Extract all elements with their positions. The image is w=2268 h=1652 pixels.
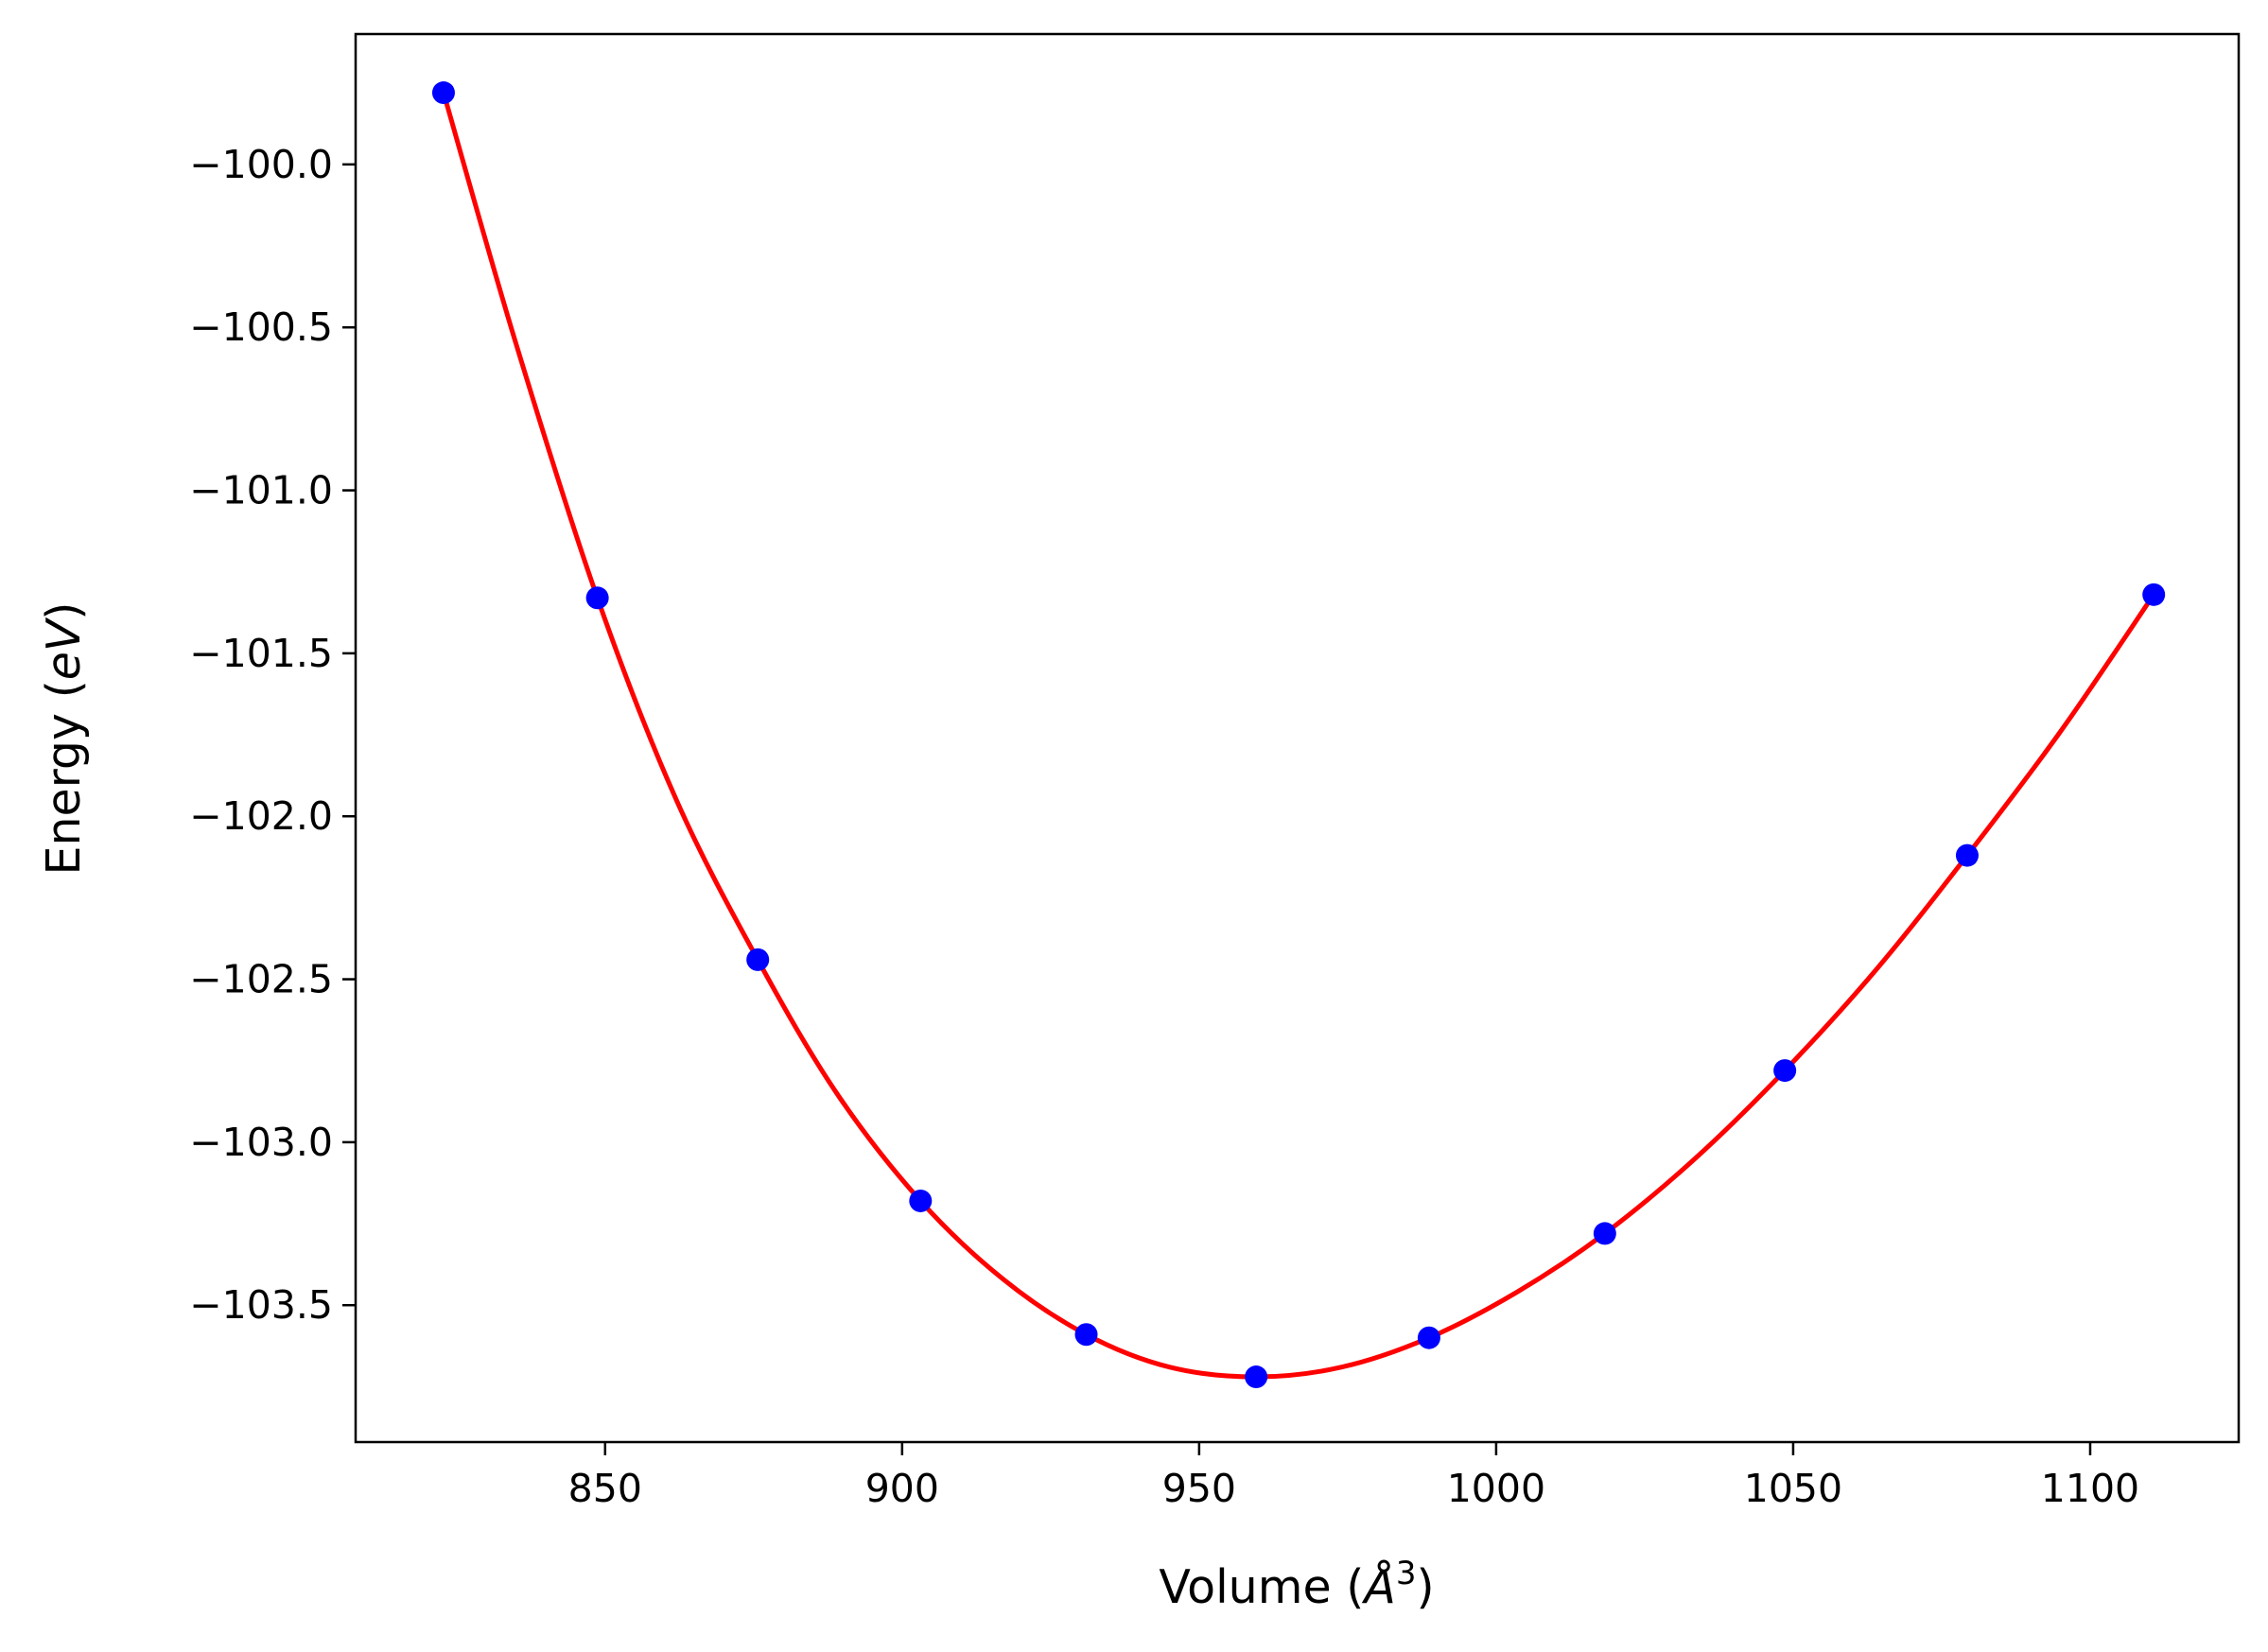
x-tick-label: 1050 xyxy=(1744,1466,1842,1511)
x-tick-label: 900 xyxy=(865,1466,939,1511)
x-axis-title-exponent: 3 xyxy=(1396,1555,1417,1592)
x-tick-label: 850 xyxy=(568,1466,642,1511)
data-point xyxy=(1593,1222,1616,1245)
y-tick-label: −100.5 xyxy=(189,304,333,350)
y-tick-label: −103.5 xyxy=(189,1282,333,1328)
x-axis-title-prefix: Volume ( xyxy=(1159,1560,1364,1614)
y-tick-label: −102.0 xyxy=(189,793,333,839)
data-point xyxy=(2142,583,2166,606)
data-points-layer xyxy=(431,81,2166,1389)
y-axis-ticks: −100.0 −100.5 −101.0 −101.5 −102.0 −102.5 −103… xyxy=(189,142,356,1328)
y-axis-title-suffix: ) xyxy=(37,601,91,619)
data-point xyxy=(585,586,609,610)
y-tick-label: −100.0 xyxy=(189,142,333,187)
data-point xyxy=(746,948,770,971)
data-point xyxy=(909,1189,933,1212)
data-point xyxy=(1773,1059,1797,1083)
x-tick-label: 1100 xyxy=(2041,1466,2139,1511)
y-tick-label: −101.5 xyxy=(189,631,333,676)
x-axis-title: Volume (Å3) xyxy=(1159,1555,1434,1614)
y-tick-label: −102.5 xyxy=(189,957,333,1002)
y-axis-title: Energy (eV) xyxy=(37,601,91,875)
x-tick-label: 950 xyxy=(1162,1466,1236,1511)
x-tick-label: 1000 xyxy=(1447,1466,1545,1511)
fit-curve-layer xyxy=(441,90,2156,1380)
data-point xyxy=(431,81,455,105)
x-axis-title-symbol: Å xyxy=(1361,1558,1396,1614)
data-point xyxy=(1955,843,1979,867)
data-point xyxy=(1074,1323,1098,1347)
plot-frame xyxy=(354,32,2241,1444)
plot-area xyxy=(356,34,2239,1442)
y-axis-title-symbol: eV xyxy=(37,617,91,680)
x-axis-ticks: 850 900 950 1000 1050 1100 xyxy=(568,1442,2139,1511)
y-axis-title-prefix: Energy ( xyxy=(37,680,91,875)
y-tick-label: −101.0 xyxy=(189,468,333,513)
data-point xyxy=(1417,1326,1440,1349)
y-tick-label: −103.0 xyxy=(189,1120,333,1165)
fit-curve-line xyxy=(441,90,2156,1380)
data-point xyxy=(1245,1365,1268,1389)
x-axis-title-suffix: ) xyxy=(1416,1560,1434,1614)
